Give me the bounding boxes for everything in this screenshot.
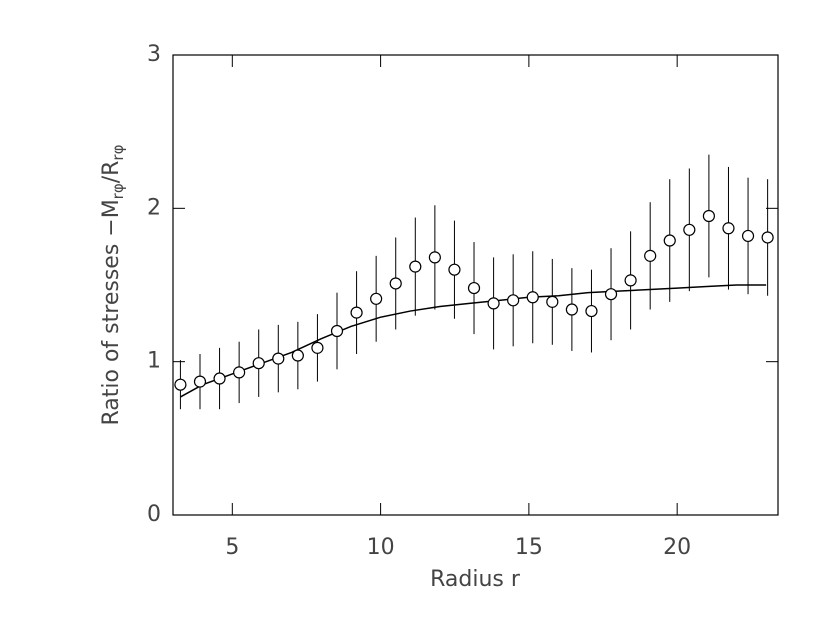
data-point xyxy=(663,234,676,247)
data-point xyxy=(213,372,226,385)
data-point xyxy=(722,222,735,235)
data-point xyxy=(507,294,520,307)
data-point xyxy=(193,375,207,388)
y-label-sub: rφ xyxy=(109,144,127,160)
data-point xyxy=(252,357,265,370)
fit-line xyxy=(180,284,767,398)
data-point xyxy=(428,251,441,264)
y-tick-label: 2 xyxy=(147,195,161,220)
x-tick-label: 10 xyxy=(367,535,395,560)
data-point xyxy=(389,277,402,290)
y-tick-label: 0 xyxy=(147,502,161,527)
y-tick-label: 3 xyxy=(147,42,161,67)
data-point xyxy=(448,263,461,276)
data-point xyxy=(370,292,383,305)
data-point xyxy=(409,260,422,273)
y-label-part: /R xyxy=(99,161,124,184)
data-point xyxy=(761,231,774,244)
y-label-part: Ratio of stresses −M xyxy=(99,199,124,425)
x-tick-label: 5 xyxy=(225,535,239,560)
data-point xyxy=(604,288,618,301)
data-point xyxy=(546,295,559,308)
data-point xyxy=(174,378,187,391)
x-axis-label: Radius r xyxy=(430,567,521,592)
y-axis-label: Ratio of stresses −Mrφ/Rrφ xyxy=(99,144,127,425)
data-point xyxy=(644,249,657,262)
data-point xyxy=(702,209,715,223)
data-point xyxy=(291,349,304,362)
data-point xyxy=(624,274,637,287)
data-point xyxy=(350,306,363,319)
x-tick-label: 20 xyxy=(663,535,691,560)
y-tick-label: 1 xyxy=(147,349,161,374)
data-point xyxy=(526,291,539,304)
data-point xyxy=(311,341,324,354)
data-point xyxy=(741,229,755,243)
data-point xyxy=(565,303,578,316)
data-point xyxy=(467,281,481,295)
plot-frame xyxy=(172,54,779,516)
data-point xyxy=(487,297,500,310)
x-tick-label: 15 xyxy=(515,535,543,560)
y-label-sub: rφ xyxy=(109,183,127,199)
data-point xyxy=(272,352,285,365)
data-point xyxy=(683,223,696,236)
data-point xyxy=(233,366,246,379)
data-point xyxy=(330,324,344,338)
data-point xyxy=(585,304,598,318)
